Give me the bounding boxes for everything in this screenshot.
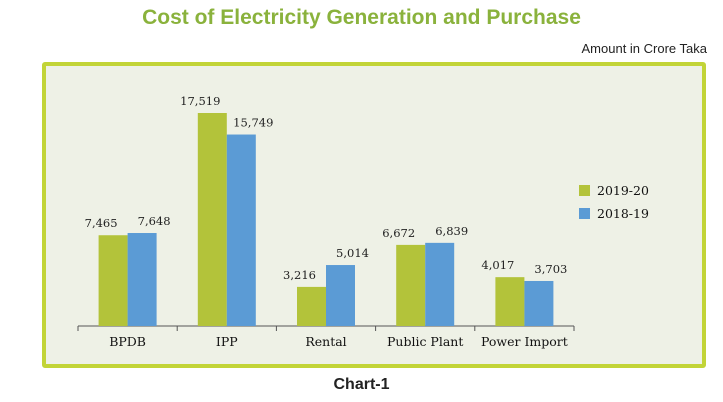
legend-label: 2019-20 bbox=[597, 183, 649, 198]
data-label: 15,749 bbox=[233, 116, 273, 130]
category-label: Rental bbox=[305, 334, 346, 349]
data-label: 17,519 bbox=[180, 94, 220, 108]
category-label: Power Import bbox=[481, 334, 568, 349]
legend-swatch bbox=[579, 208, 590, 219]
data-label: 6,672 bbox=[382, 226, 415, 240]
legend-label: 2018-19 bbox=[597, 206, 649, 221]
bar-2019-20-rental bbox=[297, 286, 326, 326]
bar-2018-19-bpdb bbox=[127, 233, 157, 326]
units-note: Amount in Crore Taka bbox=[581, 41, 708, 56]
chart-caption: Chart-1 bbox=[333, 376, 390, 393]
bar-2018-19-power-import bbox=[524, 280, 554, 326]
data-label: 7,648 bbox=[138, 214, 171, 228]
data-label: 6,839 bbox=[435, 224, 468, 238]
bar-2019-20-power-import bbox=[495, 277, 525, 326]
chart-title: Cost of Electricity Generation and Purch… bbox=[142, 6, 581, 29]
category-label: BPDB bbox=[109, 334, 146, 349]
legend-swatch bbox=[579, 185, 590, 196]
bar-2019-20-bpdb bbox=[98, 235, 128, 326]
bar-2018-19-public-plant bbox=[425, 242, 455, 326]
data-label: 5,014 bbox=[336, 246, 369, 260]
bar-2019-20-ipp bbox=[197, 113, 227, 326]
data-label: 7,465 bbox=[85, 216, 118, 230]
data-label: 4,017 bbox=[481, 258, 514, 272]
category-label: IPP bbox=[216, 334, 238, 349]
bar-2018-19-rental bbox=[326, 265, 355, 326]
data-label: 3,216 bbox=[283, 268, 316, 282]
bar-2018-19-ipp bbox=[226, 134, 256, 326]
data-label: 3,703 bbox=[534, 262, 567, 276]
category-label: Public Plant bbox=[387, 334, 463, 349]
bar-2019-20-public-plant bbox=[396, 244, 426, 326]
